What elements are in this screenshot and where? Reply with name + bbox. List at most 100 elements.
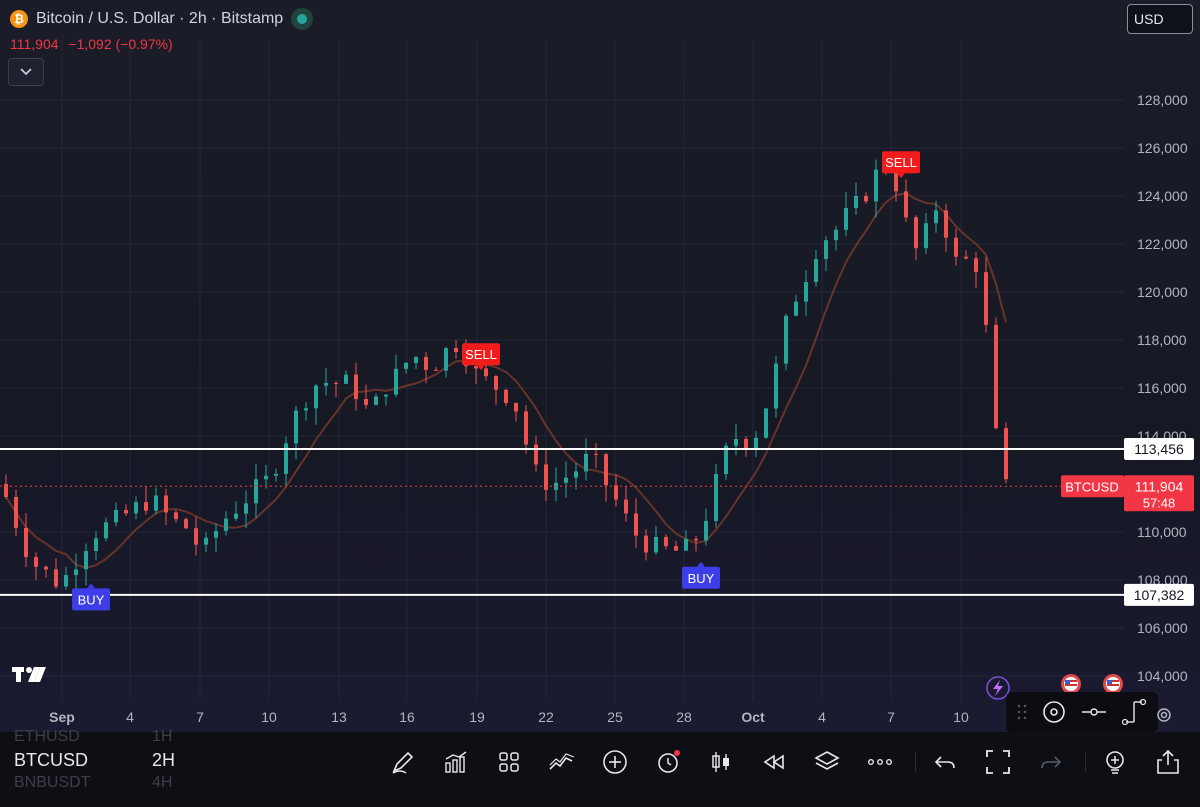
bitcoin-icon: ₿ (10, 10, 28, 28)
candle (664, 537, 668, 547)
candle (264, 475, 268, 480)
plus-icon[interactable] (597, 744, 633, 780)
symbol-option-active[interactable]: BTCUSD 2H (14, 750, 176, 770)
candle (984, 272, 988, 325)
market-open-icon (291, 8, 314, 30)
us-flag-event-icon[interactable] (1061, 674, 1081, 694)
current-price-label: 111,904 (1135, 478, 1184, 494)
candle (824, 240, 828, 259)
symbol-option[interactable]: ETHUSD 1H (14, 728, 173, 745)
horizontal-levels (0, 448, 1124, 596)
toolbar-divider (1085, 752, 1086, 772)
level-price-badge (1124, 583, 1194, 606)
replay-icon[interactable] (756, 744, 792, 780)
grid-icon[interactable] (491, 744, 527, 780)
candle (124, 509, 128, 514)
moving-average-line (5, 192, 1007, 569)
indicators-icon[interactable] (438, 744, 474, 780)
candle (514, 403, 518, 412)
candle (284, 443, 288, 474)
idea-icon[interactable] (1097, 744, 1133, 780)
more-icon[interactable] (862, 744, 898, 780)
candle (674, 546, 678, 551)
buy-signal-badge (72, 588, 110, 611)
trailing-line (5, 192, 1007, 569)
candle (894, 169, 898, 192)
candles-icon[interactable] (703, 744, 739, 780)
signal-pointer (87, 583, 95, 589)
candle (684, 538, 688, 551)
price-tick-label: 104,000 (1137, 668, 1188, 684)
candle (114, 509, 118, 523)
currency-selector[interactable]: USD (1127, 4, 1193, 34)
level-price-badge (1124, 438, 1194, 461)
candle (834, 229, 838, 241)
candle (44, 566, 48, 570)
symbol-title-row[interactable]: ₿ Bitcoin / U.S. Dollar · 2h · Bitstamp (10, 8, 314, 30)
candle (914, 217, 918, 249)
horizontal-ray-icon[interactable] (1080, 698, 1108, 726)
chart-grid (0, 40, 1124, 700)
price-tick-label: 128,000 (1137, 92, 1188, 108)
strategy-icon[interactable] (544, 744, 580, 780)
candle (624, 499, 628, 514)
signal-pointer (697, 561, 705, 567)
candle (964, 256, 968, 259)
signal-label: SELL (885, 155, 917, 170)
time-tick-label: 22 (538, 709, 554, 725)
measure-icon[interactable] (1120, 698, 1148, 726)
candle (254, 479, 258, 504)
signal-pointer (477, 365, 485, 371)
signals-layer: BUY SELL BUY SELL (72, 151, 920, 611)
us-flag-event-icon[interactable] (1103, 674, 1123, 694)
candle (504, 389, 508, 404)
collapse-legend-button[interactable] (8, 58, 44, 86)
fullscreen-icon[interactable] (980, 744, 1016, 780)
signal-label: BUY (688, 571, 715, 586)
alarm-icon[interactable] (650, 744, 686, 780)
undo-icon[interactable] (927, 744, 963, 780)
candle (484, 368, 488, 377)
price-tick-label: 126,000 (1137, 140, 1188, 156)
price-tick-label: 122,000 (1137, 236, 1188, 252)
price-change: −1,092 (−0.97%) (68, 36, 173, 52)
price-chart[interactable]: BUY SELL BUY SELL 128,000 126,000 124,000 122,… (0, 0, 1200, 732)
candle (734, 438, 738, 446)
time-tick-label: 28 (676, 709, 692, 725)
layers-icon[interactable] (809, 744, 845, 780)
drag-handle-icon[interactable] (1016, 702, 1028, 722)
time-tick-label: 7 (196, 709, 204, 725)
candle (1004, 428, 1008, 480)
tradingview-logo-icon (12, 665, 48, 690)
candle (174, 512, 178, 520)
candle (34, 557, 38, 567)
candle (424, 357, 428, 370)
symbol-badge (1061, 475, 1124, 498)
share-icon[interactable] (1150, 744, 1186, 780)
candle (654, 537, 658, 553)
time-tick-label: 16 (399, 709, 415, 725)
candle (334, 382, 338, 384)
time-tick-label: 10 (953, 709, 969, 725)
candle (844, 208, 848, 230)
symbol-title[interactable]: Bitcoin / U.S. Dollar · 2h · Bitstamp (36, 10, 284, 27)
signal-label: BUY (78, 592, 105, 607)
flash-icon[interactable] (986, 676, 1010, 700)
candle (704, 520, 708, 541)
pen-icon[interactable] (385, 744, 421, 780)
time-axis: Sep 4 7 10 13 16 19 22 25 28 Oct 4 7 10 (49, 709, 969, 725)
magnet-icon[interactable] (1040, 698, 1068, 726)
candle (604, 454, 608, 486)
candle (294, 410, 298, 444)
candle (364, 399, 368, 405)
candle (164, 495, 168, 513)
candle (544, 464, 548, 490)
symbol-option[interactable]: BNBUSDT 4H (14, 774, 173, 791)
candle (354, 374, 358, 400)
settings-icon[interactable] (1155, 706, 1173, 724)
drawing-tool-panel[interactable] (1006, 692, 1158, 732)
candle (954, 237, 958, 257)
level-price-label: 107,382 (1134, 587, 1185, 603)
redo-icon[interactable] (1033, 744, 1069, 780)
candle (724, 445, 728, 474)
